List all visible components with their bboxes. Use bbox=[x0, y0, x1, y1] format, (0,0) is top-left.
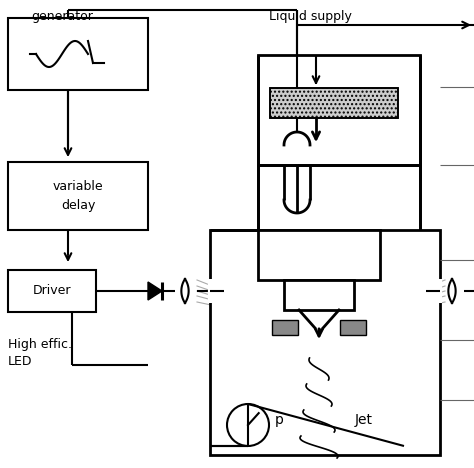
Bar bbox=[284, 280, 354, 310]
Polygon shape bbox=[148, 282, 162, 300]
Text: variable
delay: variable delay bbox=[53, 181, 103, 212]
Text: Driver: Driver bbox=[33, 285, 71, 298]
Bar bbox=[272, 320, 298, 335]
Text: p: p bbox=[275, 413, 284, 427]
Text: High effic.
LED: High effic. LED bbox=[8, 338, 72, 368]
Bar bbox=[258, 55, 420, 165]
Bar bbox=[270, 88, 398, 118]
Bar bbox=[258, 230, 380, 280]
Bar bbox=[8, 270, 96, 312]
Bar bbox=[8, 162, 148, 230]
Text: Liquid supply: Liquid supply bbox=[269, 10, 351, 23]
Bar bbox=[340, 320, 366, 335]
Text: generator: generator bbox=[31, 10, 93, 23]
Bar bbox=[270, 88, 398, 118]
Bar bbox=[8, 18, 148, 90]
Bar bbox=[210, 230, 440, 455]
Text: Jet: Jet bbox=[355, 413, 373, 427]
